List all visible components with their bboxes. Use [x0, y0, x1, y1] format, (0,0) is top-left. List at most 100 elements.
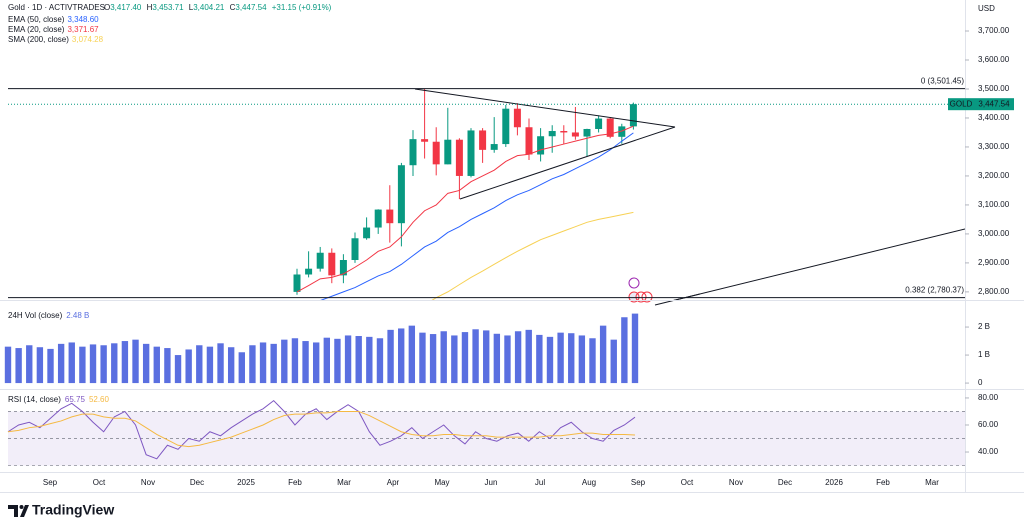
volume-bar — [217, 343, 224, 384]
y-tick-label: 3,200.00 — [978, 171, 1010, 180]
rsi-line — [7, 399, 636, 460]
candle-body — [595, 118, 603, 129]
volume-bar — [259, 342, 267, 384]
candle-body — [316, 252, 324, 269]
candle-body — [386, 209, 394, 224]
volume-bar — [206, 346, 214, 384]
legend-value: 3,371.67 — [67, 25, 99, 34]
volume-pane: 24H Vol (close) 2.48 B — [4, 311, 639, 384]
candle-body — [305, 268, 313, 275]
volume-bar — [355, 336, 362, 384]
logo — [19, 505, 24, 509]
volume-bar — [196, 345, 203, 384]
price-tag — [974, 98, 1014, 111]
volume-bar — [238, 352, 245, 384]
indicator-line — [296, 125, 634, 293]
price-pane — [293, 88, 637, 300]
legend-value: 3,074.28 — [72, 35, 104, 44]
x-tick-label: Sep — [631, 478, 646, 487]
candle-body — [444, 139, 452, 165]
event-icon[interactable] — [635, 291, 647, 303]
price-tag-label: 3,447.54 — [978, 99, 1010, 108]
logo — [8, 505, 29, 517]
x-tick-label: Nov — [141, 478, 155, 487]
header: Gold · 1D · ACTIVTRADES O3,417.40 H3,453… — [8, 3, 995, 13]
volume-bar — [36, 347, 44, 384]
y-tick-label: 3,000.00 — [978, 229, 1010, 238]
x-tick-label: Mar — [337, 478, 351, 487]
value: 3,417.40 — [110, 3, 142, 12]
x-tick-label: Jun — [485, 478, 498, 487]
volume-bar — [302, 341, 309, 384]
key: H — [147, 3, 153, 12]
volume-bar — [525, 329, 532, 384]
volume-bar — [557, 332, 564, 384]
y-tick-label: 2,800.00 — [978, 287, 1010, 296]
volume-bar — [599, 325, 607, 384]
x-tick-label: Dec — [778, 478, 792, 487]
volume-bar — [546, 336, 554, 384]
y-tick-label: 80.00 — [978, 393, 999, 402]
volume-bar — [79, 346, 86, 384]
symbol-tag-label: GOLD — [950, 99, 973, 108]
indicator-line — [320, 132, 634, 300]
legend-name: SMA (200, close) — [8, 35, 69, 44]
event-icons — [628, 277, 653, 303]
x-tick-label: Apr — [387, 478, 400, 487]
pane-title: RSI (14, close) 65.75 52.60 — [8, 395, 110, 404]
volume-bar — [185, 349, 192, 384]
candle-body — [479, 130, 487, 150]
legend-entry: EMA (20, close) 3,371.67 — [8, 25, 99, 34]
volume-bar — [631, 313, 639, 384]
y-tick-label: 3,500.00 — [978, 84, 1010, 93]
value: 3,404.21 — [193, 3, 225, 12]
x-tick-label: Feb — [876, 478, 890, 487]
volume-bar — [111, 343, 118, 384]
volume-bar — [312, 342, 320, 384]
rsi-pane: RSI (14, close) 65.75 52.60 — [7, 395, 965, 466]
volume-bar — [323, 337, 331, 384]
volume-bar — [281, 339, 288, 384]
y-tick-label: 3,600.00 — [978, 55, 1010, 64]
candle-body — [560, 131, 568, 133]
volume-bar — [621, 317, 628, 384]
pane-title: 24H Vol (close) 2.48 B — [8, 311, 89, 320]
x-tick-label: Dec — [190, 478, 204, 487]
title: 24H Vol (close) — [8, 311, 63, 320]
volume-bar — [461, 332, 469, 384]
volume-bar — [174, 355, 182, 384]
candle-body — [351, 238, 359, 260]
x-tick-label: Jul — [535, 478, 545, 487]
x-tick-label: Nov — [729, 478, 743, 487]
volume-bar — [610, 339, 617, 384]
candle-body — [421, 139, 429, 142]
x-tick-label: Oct — [93, 478, 106, 487]
rsi-line — [7, 410, 636, 448]
volume-bar — [15, 348, 22, 384]
value: 2.48 B — [66, 311, 89, 320]
candle-body — [548, 131, 556, 137]
volume-bar — [142, 343, 150, 384]
candle-body — [525, 127, 533, 155]
volume-bar — [589, 338, 596, 384]
volume-bar — [227, 347, 235, 384]
volume-bar — [366, 336, 373, 384]
x-tick-label: 2026 — [825, 478, 843, 487]
volume-bar — [4, 346, 12, 384]
volume-bar — [47, 348, 54, 384]
candle-body — [293, 274, 301, 292]
level-label: 0.382 (2,780.37) — [905, 286, 964, 295]
volume-bar — [270, 343, 277, 384]
candle-body — [502, 108, 510, 145]
y-tick-label: 60.00 — [978, 420, 999, 429]
x-tick-label: Oct — [681, 478, 694, 487]
x-tick-label: Aug — [582, 478, 596, 487]
event-icon[interactable] — [628, 277, 640, 289]
candle-body — [629, 104, 637, 127]
event-icon[interactable] — [641, 291, 653, 303]
trendline — [654, 293, 701, 306]
candle-body — [328, 252, 336, 276]
axes: Sep Oct Nov Dec 2025 Feb Mar Apr May Jun Jul Aug Sep… — [8, 26, 1014, 487]
candle-body — [432, 141, 440, 165]
volume-bar — [514, 331, 522, 384]
